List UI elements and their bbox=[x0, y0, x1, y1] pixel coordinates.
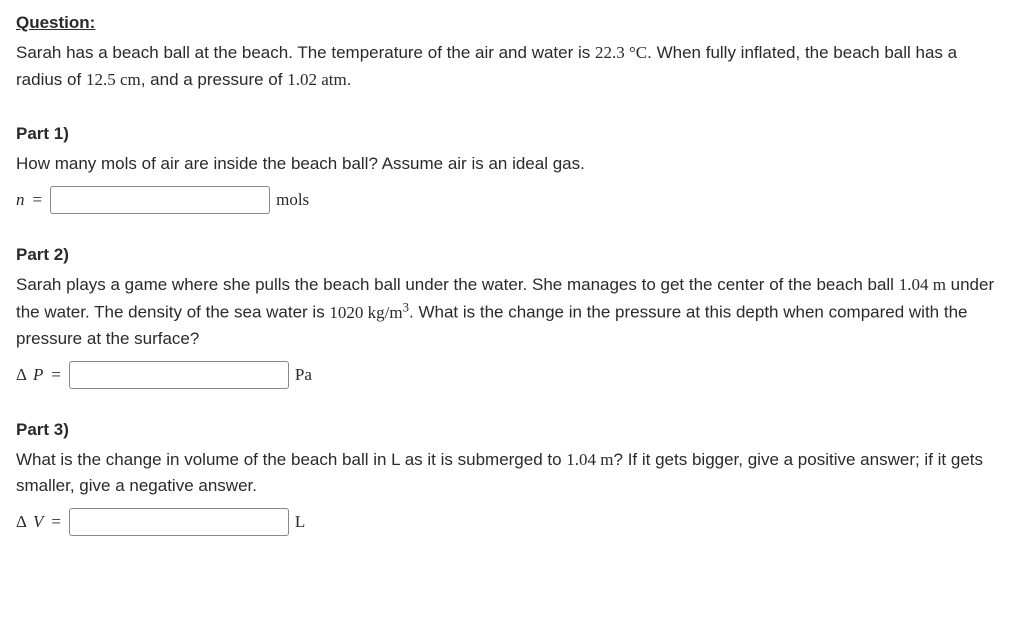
temperature-value: 22.3 °C bbox=[595, 43, 647, 62]
text-fragment: . bbox=[347, 70, 352, 89]
part3-text: What is the change in volume of the beac… bbox=[16, 447, 1008, 500]
text-fragment: What is the change in volume of the beac… bbox=[16, 450, 566, 469]
part3-unit: L bbox=[295, 509, 305, 535]
question-body: Sarah has a beach ball at the beach. The… bbox=[16, 40, 1008, 93]
density-value: 1020 kg/m3 bbox=[329, 303, 409, 322]
part1-text: How many mols of air are inside the beac… bbox=[16, 151, 1008, 177]
part3-depth-value: 1.04 m bbox=[566, 450, 613, 469]
text-fragment: , and a pressure of bbox=[141, 70, 287, 89]
part3-variable-v: V bbox=[33, 509, 43, 535]
part2-unit: Pa bbox=[295, 362, 312, 388]
part1-unit: mols bbox=[276, 187, 309, 213]
pressure-value: 1.02 atm bbox=[287, 70, 347, 89]
part3-variable-delta: Δ bbox=[16, 509, 27, 535]
part2-variable-p: P bbox=[33, 362, 43, 388]
part1-answer-input[interactable] bbox=[50, 186, 270, 214]
depth-value: 1.04 m bbox=[899, 275, 946, 294]
density-base: 1020 kg/m bbox=[329, 303, 402, 322]
part3-answer-input[interactable] bbox=[69, 508, 289, 536]
part2-answer-input[interactable] bbox=[69, 361, 289, 389]
equals-sign: = bbox=[51, 362, 61, 388]
part3-input-row: ΔV = L bbox=[16, 508, 1008, 536]
question-heading: Question: bbox=[16, 10, 1008, 36]
part2-variable-delta: Δ bbox=[16, 362, 27, 388]
part2-input-row: ΔP = Pa bbox=[16, 361, 1008, 389]
text-fragment: Sarah plays a game where she pulls the b… bbox=[16, 275, 899, 294]
part1-label: Part 1) bbox=[16, 121, 1008, 147]
part2-label: Part 2) bbox=[16, 242, 1008, 268]
text-fragment: Sarah has a beach ball at the beach. The… bbox=[16, 43, 595, 62]
part1-variable-n: n bbox=[16, 187, 25, 213]
radius-value: 12.5 cm bbox=[86, 70, 141, 89]
part2-text: Sarah plays a game where she pulls the b… bbox=[16, 272, 1008, 353]
part1-input-row: n = mols bbox=[16, 186, 1008, 214]
equals-sign: = bbox=[51, 509, 61, 535]
equals-sign: = bbox=[33, 187, 43, 213]
part3-label: Part 3) bbox=[16, 417, 1008, 443]
